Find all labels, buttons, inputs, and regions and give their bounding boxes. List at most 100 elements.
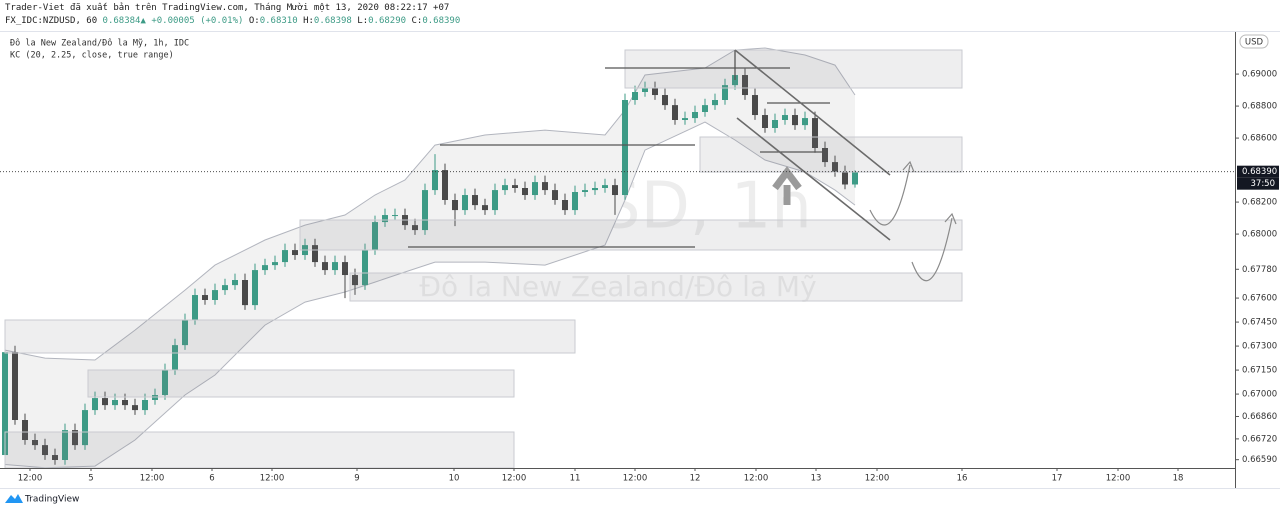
zone [87, 369, 515, 398]
zone [699, 136, 963, 173]
ohlc-value: 0.68310 [259, 16, 298, 26]
candle-body [532, 182, 538, 196]
curve-arrow [869, 160, 915, 226]
x-tick-label: 12:00 [18, 474, 43, 484]
y-tick-label: 0.68000 [1242, 230, 1277, 240]
candle-body [492, 190, 498, 211]
candle-body [102, 398, 108, 406]
x-tick-label: 6 [209, 474, 214, 484]
legend-text: KC (20, 2.25, close, true range) [10, 51, 174, 61]
ohlc-value: 0.68290 [368, 16, 407, 26]
candle-body [182, 320, 188, 346]
candle-body [482, 205, 488, 211]
candle-body [582, 190, 588, 192]
x-tick-label: 12:00 [865, 474, 890, 484]
brand: TradingView [24, 495, 79, 505]
price-tag [1237, 165, 1279, 178]
candle-body [412, 225, 418, 231]
currency-button[interactable] [1239, 34, 1269, 49]
candle-body [392, 215, 398, 217]
candle-body [162, 370, 168, 396]
candle-body [842, 172, 848, 185]
x-tick-label: 5 [88, 474, 93, 484]
candle-body [72, 430, 78, 446]
change-arrow: ▲ [140, 16, 146, 26]
candle-body [632, 92, 638, 100]
candle-body [272, 262, 278, 266]
zone [349, 272, 963, 302]
candle-body [22, 420, 28, 440]
brand-logo [5, 494, 23, 503]
x-tick-label: 9 [354, 474, 359, 484]
candle-body [692, 112, 698, 119]
candle-body [572, 192, 578, 211]
symbol-line: FX_IDC:NZDUSD, 60 0.68384▲ +0.00005 (+0.… [5, 16, 460, 27]
candle-body [682, 118, 688, 120]
candle-body [172, 345, 178, 371]
candle-body [462, 195, 468, 211]
candle-body [702, 105, 708, 112]
candle-body [32, 440, 38, 446]
drawings [4, 49, 963, 469]
candle-body [292, 250, 298, 256]
candle-body [112, 400, 118, 406]
candle-body [222, 285, 228, 291]
candle-body [472, 195, 478, 206]
candle-body [742, 75, 748, 96]
x-tick-label: 17 [1052, 474, 1063, 484]
candle-body [542, 182, 548, 191]
candle-body [352, 275, 358, 286]
channel-upper [4, 47, 856, 361]
candle-body [252, 270, 258, 306]
plot [2, 47, 858, 468]
channel-lower [4, 121, 856, 468]
candle-body [732, 75, 738, 86]
candle-body [712, 100, 718, 106]
ohlc-label: O: [248, 16, 260, 26]
candle-body [152, 395, 158, 400]
candle-body [62, 430, 68, 460]
candle-body [752, 95, 758, 116]
symbol: FX_IDC:NZDUSD, 60 [5, 16, 98, 26]
candle-body [242, 280, 248, 306]
candle-body [592, 188, 598, 191]
x-tick-label: 12:00 [744, 474, 769, 484]
candle-body [342, 262, 348, 276]
y-tick-label: 0.67150 [1242, 366, 1277, 376]
countdown-tag [1237, 177, 1279, 190]
curve-arrow [911, 212, 957, 282]
trend-line [736, 117, 891, 241]
x-tick-label: 12:00 [623, 474, 648, 484]
candle-body [662, 95, 668, 106]
currency[interactable]: USD [1245, 38, 1264, 48]
candle-body [432, 170, 438, 191]
candle-body [562, 200, 568, 211]
ohlc: O:0.68310 H:0.68398 L:0.68290 C:0.68390 [249, 16, 460, 26]
candle-body [782, 115, 788, 120]
candle-body [612, 185, 618, 196]
x-tick-label: 12:00 [1106, 474, 1131, 484]
candle-body [422, 190, 428, 231]
candle-body [772, 120, 778, 128]
candle-body [522, 188, 528, 196]
ohlc-label: L: [357, 16, 369, 26]
candle-body [202, 295, 208, 300]
candle-body [82, 410, 88, 446]
candle-body [502, 185, 508, 191]
candle-body [602, 185, 608, 188]
candle-body [2, 352, 8, 456]
y-tick-label: 0.69000 [1242, 70, 1277, 80]
candle-body [332, 262, 338, 271]
x-tick-label: 13 [811, 474, 822, 484]
candle-body [652, 88, 658, 96]
x-tick-label: 11 [570, 474, 581, 484]
x-tick-label: 12:00 [140, 474, 165, 484]
y-tick-label: 0.66860 [1242, 412, 1277, 422]
zone [4, 431, 515, 469]
ohlc-value: 0.68390 [422, 16, 461, 26]
y-tick-label: 0.67000 [1242, 390, 1277, 400]
candle-body [42, 445, 48, 456]
candle-body [512, 185, 518, 188]
countdown: 37:50 [1251, 179, 1276, 189]
